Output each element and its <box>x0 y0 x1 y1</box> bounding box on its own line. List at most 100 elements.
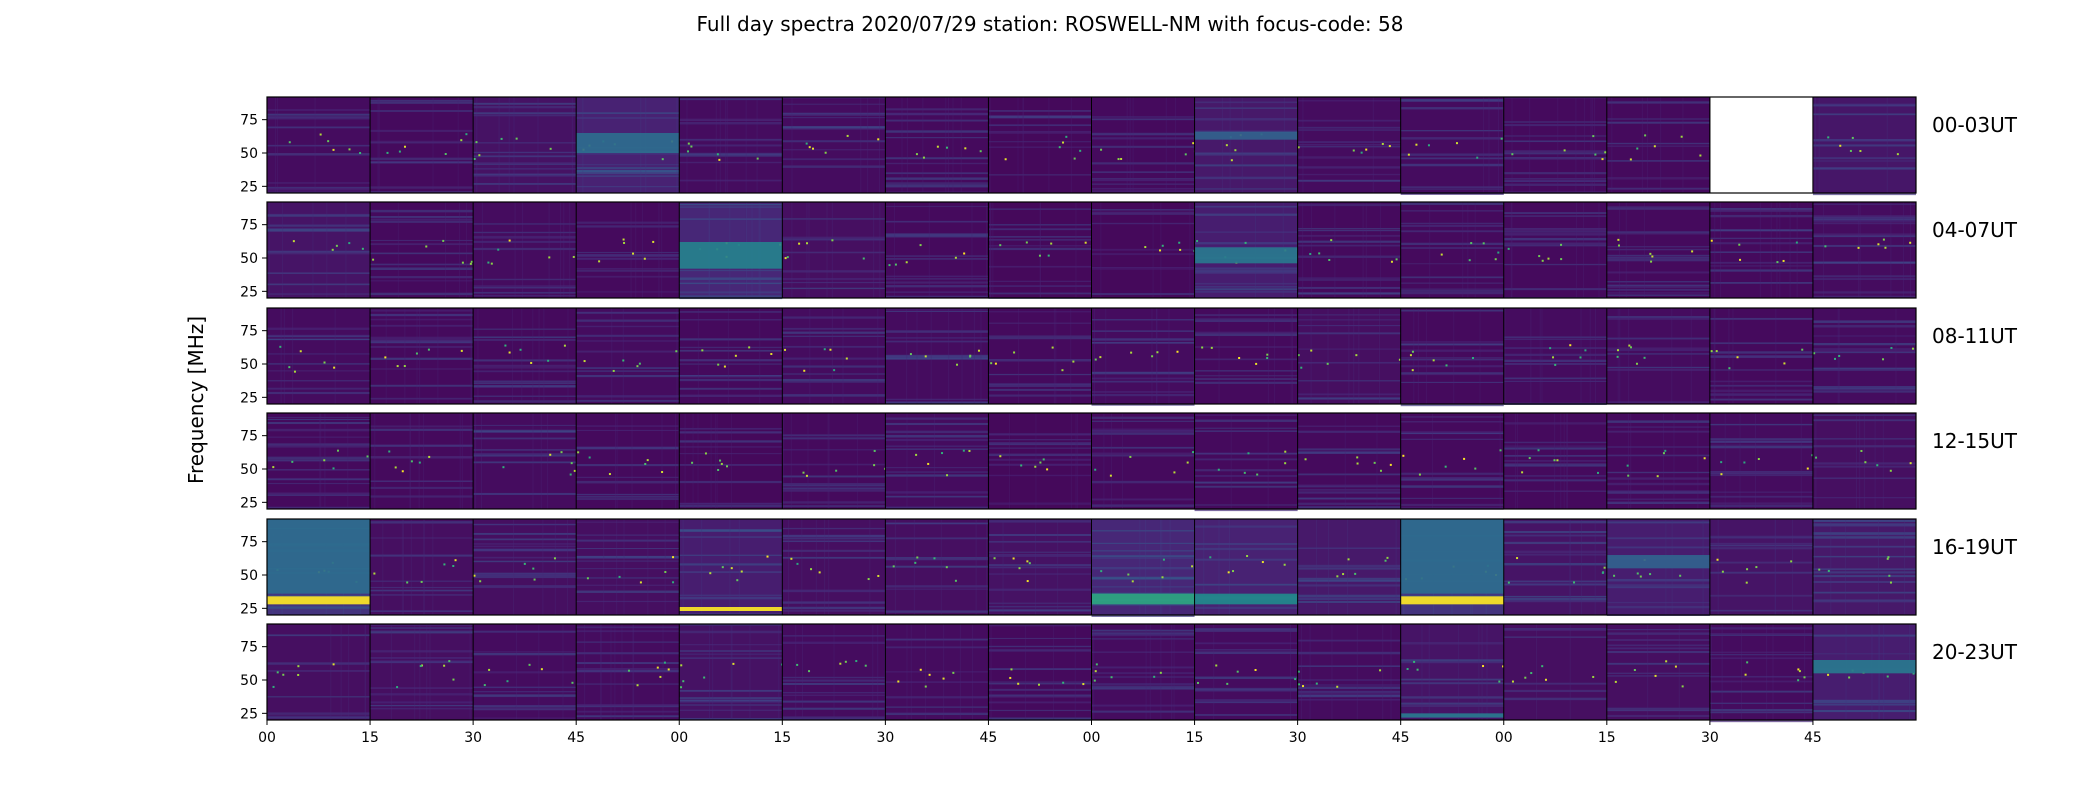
panel-background <box>267 202 371 298</box>
spectrum-column <box>632 624 634 720</box>
row-label: 16-19UT <box>1932 535 2018 559</box>
spectrum-speck <box>675 350 678 353</box>
spectrum-line <box>885 108 989 111</box>
spectrum-line <box>1400 416 1504 418</box>
spectrum-line <box>1709 651 1813 654</box>
spectrum-column <box>1895 308 1897 404</box>
spectrum-speck <box>790 557 793 560</box>
spectrum-line <box>1812 599 1916 602</box>
spectrum-line <box>1297 484 1401 486</box>
spectrum-speck <box>1347 558 1350 561</box>
spectrum-speck <box>418 461 421 464</box>
spectrum-column <box>1774 519 1776 615</box>
spectrum-speck <box>1355 354 1358 357</box>
spectrum-line <box>782 140 886 143</box>
spectrum-line <box>679 431 783 434</box>
panel-background <box>782 97 886 193</box>
spectrum-column <box>615 413 617 509</box>
y-tick-label: 50 <box>240 357 258 373</box>
spectrum-line <box>370 161 474 164</box>
spectrum-speck <box>1691 250 1694 253</box>
spectrum-line <box>1400 365 1504 368</box>
spectrum-line <box>1091 446 1195 449</box>
spectrum-line <box>1091 116 1195 118</box>
spectrum-line <box>782 487 886 490</box>
spectrum-line <box>782 127 886 130</box>
spectrum-column <box>731 624 733 720</box>
spectrum-line <box>473 717 577 719</box>
spectrum-line <box>1091 666 1195 669</box>
spectrum-line <box>1194 525 1298 528</box>
spectrum-line <box>473 532 577 535</box>
spectrum-line <box>988 115 1092 118</box>
spectrum-line <box>576 521 680 523</box>
panel-background <box>370 308 474 404</box>
spectrum-line <box>988 373 1092 376</box>
spectrum-speck <box>332 663 335 666</box>
spectrum-line <box>988 335 1092 338</box>
spectrum-line <box>1812 545 1916 548</box>
spectrum-line <box>1194 649 1298 651</box>
spectrum-line <box>988 174 1092 176</box>
y-tick-label: 50 <box>240 673 258 689</box>
spectrum-line <box>988 447 1092 449</box>
spectrum-column <box>1717 519 1719 615</box>
spectrum-speck <box>1201 346 1204 349</box>
row-frame <box>266 412 1917 510</box>
spectrum-line <box>1503 242 1607 245</box>
spectrum-line <box>1400 224 1504 227</box>
spectrum-line <box>370 656 474 659</box>
spectrum-column <box>678 413 680 509</box>
spectrum-line <box>988 573 1092 575</box>
spectrum-line <box>988 433 1092 436</box>
spectrum-speck <box>272 685 275 688</box>
spectrum-column <box>1022 97 1024 193</box>
spectrum-line <box>1503 580 1607 583</box>
spectrum-line <box>1606 160 1710 162</box>
spectrum-line <box>988 358 1092 362</box>
spectrum-line <box>1400 432 1504 435</box>
spectrum-speck <box>490 262 493 265</box>
spectrum-line <box>1812 103 1916 106</box>
spectrum-speck <box>1326 362 1329 365</box>
spectrum-column <box>906 308 908 404</box>
spectrum-line <box>576 374 680 378</box>
spectrum-column <box>364 624 366 720</box>
spectrum-line <box>267 457 371 460</box>
spectrum-column <box>1739 413 1741 509</box>
spectrum-line <box>576 590 680 593</box>
spectrum-column <box>961 308 963 404</box>
spectrum-line <box>988 458 1092 461</box>
panel-background <box>576 519 680 615</box>
spectrum-column <box>1740 624 1742 720</box>
spectrum-line <box>1194 375 1298 377</box>
spectrum-speck <box>1246 555 1249 558</box>
spectrum-line <box>679 480 783 484</box>
spectrum-panel <box>1812 413 1916 509</box>
spectrum-line <box>1400 497 1504 499</box>
spectrum-line <box>370 480 474 482</box>
band-feature <box>1194 593 1298 605</box>
spectrum-line <box>576 340 680 342</box>
spectrum-speck <box>823 348 826 351</box>
spectrum-line <box>988 383 1092 386</box>
spectrum-speck <box>839 662 842 665</box>
spectrum-speck <box>297 665 300 668</box>
spectrum-panel <box>679 624 783 720</box>
spectrum-column <box>1563 413 1565 509</box>
spectrum-speck <box>682 680 685 683</box>
spectrum-column <box>842 308 844 404</box>
row-label: 20-23UT <box>1932 640 2018 664</box>
spectrum-speck <box>1884 246 1887 249</box>
spectrum-line <box>1812 244 1916 247</box>
spectrum-line <box>267 283 371 286</box>
spectrum-line <box>679 453 783 455</box>
spectrum-speck <box>293 370 296 373</box>
spectrum-line <box>885 713 989 715</box>
spectrum-column <box>1569 624 1571 720</box>
spectrum-column <box>869 519 871 615</box>
spectrum-speck <box>1304 458 1307 461</box>
y-tick-label: 25 <box>240 179 258 195</box>
spectrum-speck <box>1629 158 1632 161</box>
spectrum-line <box>1400 696 1504 699</box>
